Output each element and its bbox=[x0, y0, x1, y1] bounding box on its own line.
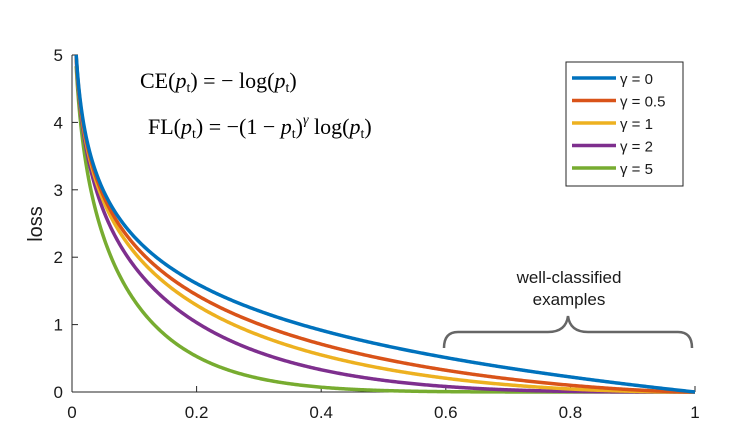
y-tick-label: 5 bbox=[54, 46, 63, 65]
legend: γ = 0 γ = 0.5 γ = 1 γ = 2 γ = 5 bbox=[565, 61, 684, 187]
x-tick-label: 1 bbox=[690, 403, 699, 422]
annotation-line1: well-classified bbox=[516, 268, 622, 287]
x-tick-label: 0.2 bbox=[185, 403, 209, 422]
x-tick-label: 0.8 bbox=[559, 403, 583, 422]
annotation: well-classified examples bbox=[442, 268, 694, 349]
y-axis-label: loss bbox=[25, 206, 47, 242]
series-line-gamma-0 bbox=[74, 54, 696, 394]
x-tick-label: 0.4 bbox=[309, 403, 333, 422]
y-tick-label: 0 bbox=[54, 383, 63, 402]
ce-equation: CE(pt) = − log(pt) bbox=[140, 68, 297, 96]
y-tick-label: 1 bbox=[54, 316, 63, 335]
x-tick-label: 0.6 bbox=[434, 403, 458, 422]
legend-label: γ = 2 bbox=[620, 139, 653, 156]
legend-label: γ = 0.5 bbox=[620, 94, 665, 111]
y-tick-label: 3 bbox=[54, 181, 63, 200]
equations: CE(pt) = − log(pt) FL(pt) = −(1 − pt)γ l… bbox=[140, 68, 372, 142]
annotation-line2: examples bbox=[533, 290, 606, 309]
legend-label: γ = 5 bbox=[620, 161, 653, 178]
series-line-gamma-1 bbox=[74, 57, 696, 394]
x-tick-label: 0 bbox=[67, 403, 76, 422]
fl-equation: FL(pt) = −(1 − pt)γ log(pt) bbox=[148, 113, 372, 142]
series-lines bbox=[74, 54, 696, 394]
legend-label: γ = 1 bbox=[620, 116, 653, 133]
y-tick-label: 4 bbox=[54, 113, 63, 132]
y-tick-label: 2 bbox=[54, 248, 63, 267]
series-line-gamma-0.5 bbox=[74, 56, 696, 394]
legend-label: γ = 0 bbox=[620, 71, 653, 88]
annotation-brace bbox=[442, 315, 694, 349]
